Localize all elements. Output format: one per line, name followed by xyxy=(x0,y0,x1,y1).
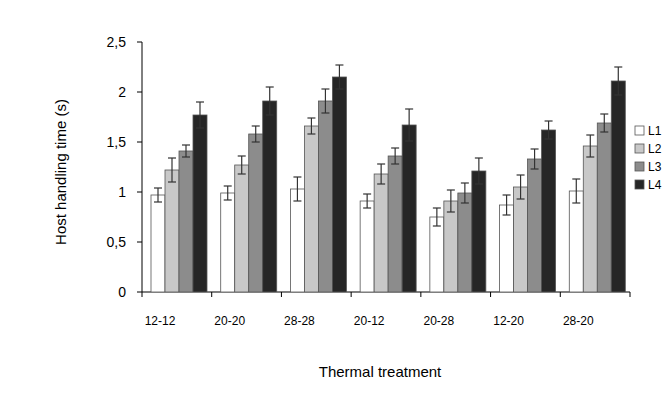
error-bar xyxy=(600,114,608,132)
legend-label: L3 xyxy=(648,160,662,174)
error-bar xyxy=(614,67,622,95)
y-tick xyxy=(137,192,142,193)
bar xyxy=(332,77,346,292)
y-tick xyxy=(137,92,142,93)
error-bar xyxy=(405,109,413,141)
bar xyxy=(514,187,528,292)
error-bar xyxy=(475,158,483,184)
y-tick-label: 2,5 xyxy=(107,34,127,50)
y-tick-label: 2 xyxy=(118,84,126,100)
bar xyxy=(500,205,514,292)
bar xyxy=(374,174,388,292)
y-tick-label: 1 xyxy=(118,184,126,200)
legend-swatch xyxy=(635,144,644,153)
bar xyxy=(611,81,625,292)
error-bar xyxy=(293,177,301,201)
error-bar xyxy=(461,183,469,203)
y-tick xyxy=(137,242,142,243)
legend-label: L1 xyxy=(648,124,662,138)
error-bar xyxy=(266,87,274,115)
x-tick-label: 28-28 xyxy=(284,314,315,328)
legend-label: L2 xyxy=(648,142,662,156)
error-bar xyxy=(224,186,232,200)
bar xyxy=(542,130,556,292)
error-bar xyxy=(586,135,594,157)
x-tick xyxy=(351,292,352,297)
error-bar xyxy=(335,65,343,89)
bar xyxy=(430,217,444,292)
error-bar xyxy=(377,164,385,184)
bar xyxy=(179,151,193,292)
error-bar xyxy=(572,179,580,203)
chart-container: 0 0,5 1 1,5 2 2,5 12-12 20-20 28-28 20-12 20-28 12-… xyxy=(0,0,671,418)
x-tick xyxy=(142,292,143,297)
error-bar xyxy=(433,208,441,226)
error-bar xyxy=(238,156,246,174)
x-tick-label: 12-12 xyxy=(145,314,176,328)
y-tick xyxy=(137,142,142,143)
x-tick xyxy=(630,292,631,297)
bar xyxy=(304,126,318,292)
bar xyxy=(472,171,486,292)
error-bar xyxy=(391,148,399,164)
error-bar xyxy=(503,195,511,215)
x-tick-label: 12-20 xyxy=(493,314,524,328)
y-axis-line xyxy=(142,42,143,292)
error-bar xyxy=(182,145,190,157)
chart-svg: 0 0,5 1 1,5 2 2,5 12-12 20-20 28-28 20-12 20-28 12-… xyxy=(0,0,671,418)
legend-swatch xyxy=(635,162,644,171)
bar xyxy=(290,189,304,292)
error-bar xyxy=(307,118,315,134)
y-tick xyxy=(137,292,142,293)
x-tick xyxy=(211,292,212,297)
x-tick-label: 20-20 xyxy=(214,314,245,328)
y-tick-label: 0,5 xyxy=(107,234,127,250)
bar xyxy=(263,101,277,292)
legend-swatch xyxy=(635,180,644,189)
error-bar xyxy=(321,89,329,113)
x-tick-label: 20-12 xyxy=(354,314,385,328)
x-axis-label: Thermal treatment xyxy=(319,363,442,380)
bar xyxy=(528,159,542,292)
legend-swatch xyxy=(635,126,644,135)
error-bar xyxy=(252,126,260,142)
error-bar xyxy=(531,149,539,169)
error-bar xyxy=(363,194,371,208)
x-tick xyxy=(420,292,421,297)
error-bar xyxy=(447,190,455,212)
bar xyxy=(318,101,332,292)
bar xyxy=(193,115,207,292)
y-axis-label: Host handling time (s) xyxy=(52,99,69,245)
error-bar xyxy=(196,102,204,128)
x-tick xyxy=(490,292,491,297)
bar xyxy=(165,170,179,292)
error-bar xyxy=(154,188,162,202)
error-bar xyxy=(517,175,525,199)
bar xyxy=(597,123,611,292)
bar xyxy=(388,156,402,292)
x-tick xyxy=(281,292,282,297)
error-bar xyxy=(168,158,176,182)
plot-area xyxy=(151,65,625,292)
error-bar xyxy=(545,121,553,139)
x-tick-label: 28-20 xyxy=(563,314,594,328)
bar xyxy=(235,165,249,292)
bar xyxy=(249,134,263,292)
legend-label: L4 xyxy=(648,178,662,192)
bar xyxy=(444,201,458,292)
legend: L1 L2 L3 L4 xyxy=(635,124,662,192)
bar xyxy=(583,146,597,292)
y-tick-label: 0 xyxy=(118,284,126,300)
x-tick-label: 20-28 xyxy=(424,314,455,328)
bar xyxy=(402,125,416,292)
bar xyxy=(221,193,235,292)
y-tick xyxy=(137,42,142,43)
bar xyxy=(151,195,165,292)
x-tick xyxy=(560,292,561,297)
bar xyxy=(458,193,472,292)
bar xyxy=(360,201,374,292)
bar xyxy=(569,191,583,292)
y-tick-label: 1,5 xyxy=(107,134,127,150)
